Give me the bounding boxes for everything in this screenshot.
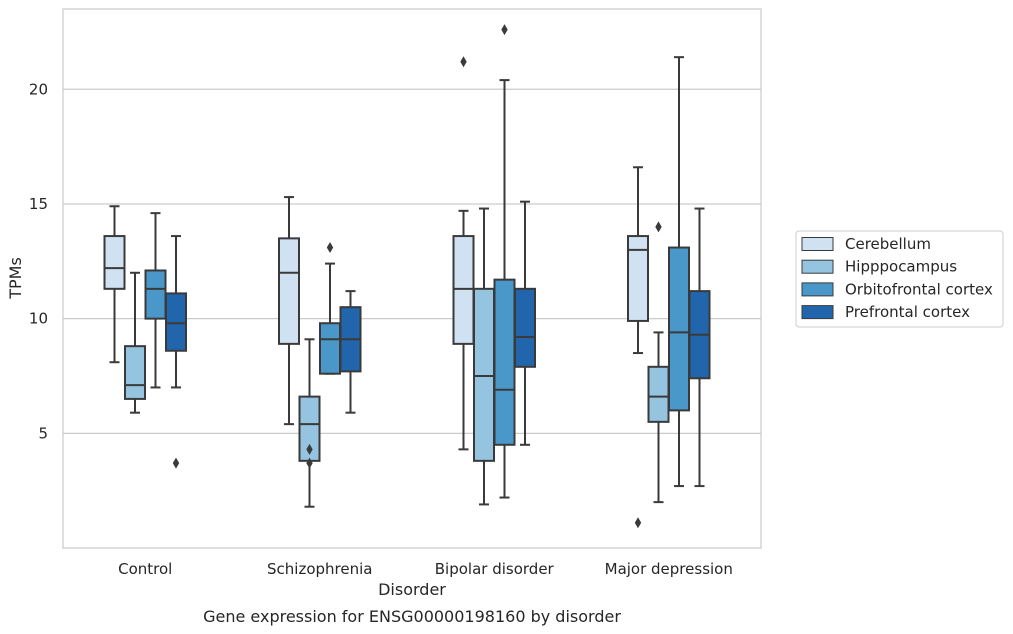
- box-group: [647, 221, 670, 504]
- outlier-point: [172, 457, 180, 469]
- chart-caption: Gene expression for ENSG00000198160 by d…: [203, 607, 621, 626]
- box-iqr: [124, 345, 146, 400]
- legend-swatch: [801, 305, 834, 320]
- box-iqr: [144, 269, 167, 320]
- box-iqr: [165, 292, 187, 352]
- outlier-point: [634, 517, 642, 529]
- box-group: [319, 242, 341, 375]
- legend-label: Prefrontal cortex: [845, 303, 970, 321]
- box-group: [514, 200, 536, 446]
- outlier-point: [306, 443, 313, 455]
- legend-frame: [795, 230, 1004, 328]
- outlier-point: [306, 457, 313, 469]
- y-tick-label: 15: [29, 195, 48, 213]
- x-tick-label: Major depression: [605, 560, 733, 578]
- box-iqr: [668, 246, 690, 412]
- box-group: [339, 290, 362, 414]
- box-iqr: [319, 322, 341, 375]
- box-iqr: [647, 365, 670, 423]
- boxes-layer: [103, 24, 711, 529]
- box-iqr: [627, 235, 649, 322]
- box-iqr: [103, 235, 126, 290]
- box-iqr: [493, 278, 516, 446]
- x-tick-label: Control: [118, 560, 172, 578]
- y-tick-label: 5: [38, 424, 48, 442]
- box-group: [452, 56, 475, 451]
- box-group: [627, 166, 649, 529]
- legend-swatch: [801, 237, 834, 251]
- legend-label: Orbitofrontal cortex: [845, 280, 993, 298]
- box-iqr: [452, 235, 475, 345]
- outlier-point: [501, 24, 508, 36]
- box-group: [668, 56, 690, 488]
- outlier-point: [326, 242, 334, 254]
- legend: Cerebellum Hipppocampus Orbitofrontal cort…: [795, 230, 1004, 328]
- box-iqr: [514, 287, 536, 368]
- legend-swatch: [801, 282, 834, 297]
- x-tick-label: Schizophrenia: [267, 560, 372, 578]
- box-group: [688, 207, 711, 488]
- box-iqr: [473, 287, 495, 462]
- y-tick-label: 20: [29, 80, 48, 98]
- box-group: [493, 24, 516, 499]
- x-axis-label: Disorder: [378, 580, 446, 599]
- y-tick-labels: 5 10 15 20: [29, 80, 48, 442]
- box-group: [278, 196, 300, 426]
- box-group: [165, 235, 187, 469]
- y-tick-label: 10: [29, 310, 48, 328]
- y-axis-label: TPMs: [6, 257, 25, 300]
- legend-label: Hipppocampus: [845, 258, 957, 276]
- plot-frame: [62, 8, 762, 549]
- outlier-point: [460, 56, 467, 68]
- x-tick-labels: Control Schizophrenia Bipolar disorder Majo…: [118, 560, 733, 578]
- outlier-point: [655, 221, 662, 233]
- box-group: [103, 205, 126, 364]
- x-tick-label: Bipolar disorder: [435, 560, 555, 578]
- box-group: [144, 212, 167, 389]
- legend-swatch: [801, 259, 834, 274]
- box-iqr: [278, 237, 300, 345]
- box-group: [298, 338, 321, 508]
- legend-label: Cerebellum: [845, 235, 931, 253]
- box-group: [124, 271, 146, 414]
